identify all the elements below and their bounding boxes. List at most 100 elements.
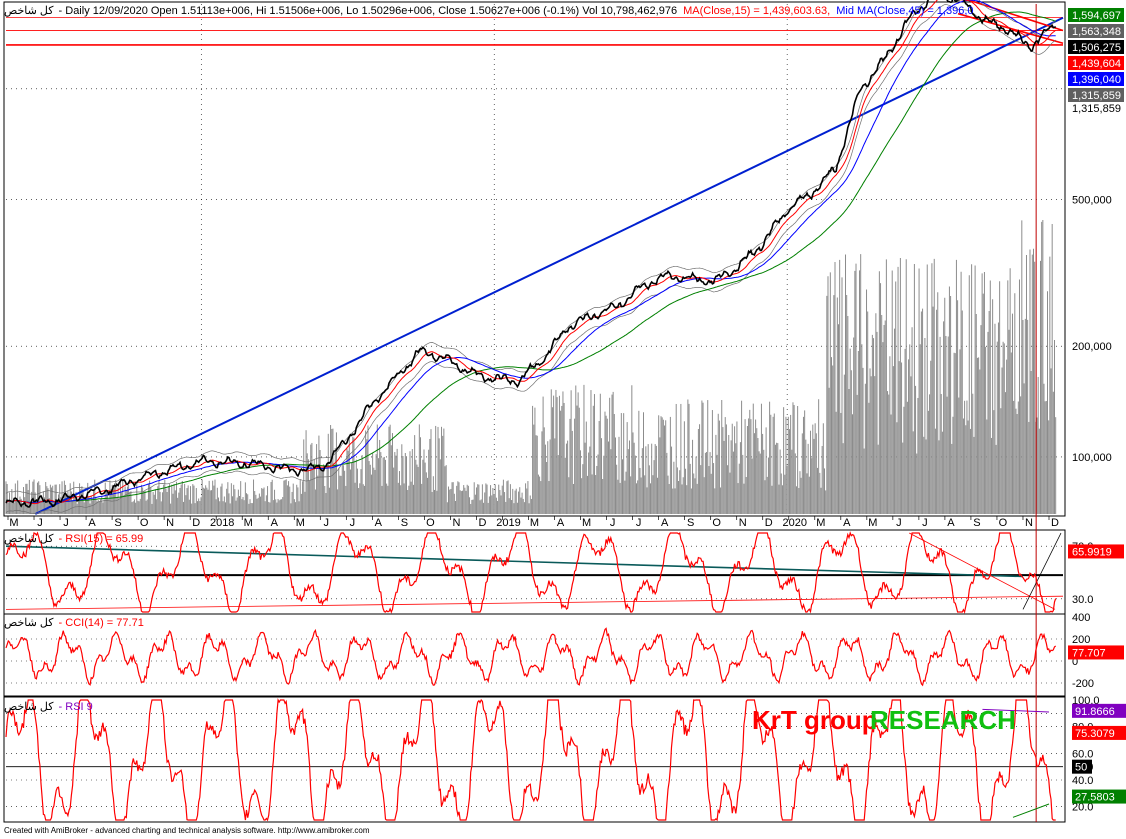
x-axis-label: A xyxy=(557,517,565,529)
channel-line-upper xyxy=(965,0,1064,32)
x-axis-label: A xyxy=(271,517,279,529)
price-panel-frame xyxy=(3,1,1066,517)
ohlc-readout: - Daily 12/09/2020 Open 1.51113e+006, Hi… xyxy=(59,5,678,17)
x-axis-label: O xyxy=(999,517,1008,529)
price-plain-label: 1,315,859 xyxy=(1072,103,1121,115)
watermark-research: RESEARCH xyxy=(870,705,1016,735)
x-axis-label: J xyxy=(610,517,616,529)
x-axis-label: J xyxy=(63,517,69,529)
price-tag-label: 1,439,604 xyxy=(1072,58,1121,70)
cci-axis-label: 200 xyxy=(1072,634,1090,646)
price-tag-label: 1,506,275 xyxy=(1072,42,1121,54)
x-axis-label: S xyxy=(114,517,121,529)
x-axis-label: O xyxy=(426,517,435,529)
ma45-readout: Mid MA(Close,45) = 1,396,0 xyxy=(836,5,973,17)
rsi9-title: کل شاخص - RSI 9 xyxy=(4,701,93,713)
x-axis-label: S xyxy=(973,517,980,529)
cci-title: کل شاخص - CCI(14) = 77.71 xyxy=(4,617,144,629)
price-axis-label: 500,000 xyxy=(1072,195,1112,207)
price-tag-box xyxy=(1068,88,1124,102)
price-tag-label: 1,315,859 xyxy=(1072,90,1121,102)
x-axis-label: M xyxy=(9,517,18,529)
x-axis-label: S xyxy=(687,517,694,529)
rsi9-tag-label: 75.3079 xyxy=(1075,728,1115,740)
rsi15-support xyxy=(5,595,1064,610)
x-axis-label: J xyxy=(37,517,43,529)
x-axis-label: N xyxy=(739,517,747,529)
rsi9-tag-box xyxy=(1072,789,1126,804)
x-axis-label: D xyxy=(1051,517,1059,529)
rsi9-tag-label: 91.8666 xyxy=(1075,706,1115,718)
x-axis-label: N xyxy=(1025,517,1033,529)
price-tag-label: 1,594,697 xyxy=(1072,10,1121,22)
cci-panel-frame xyxy=(3,613,1066,697)
rsi9-axis-label: 40.0 xyxy=(1072,775,1093,787)
volume-bars xyxy=(5,220,1057,514)
x-axis-label: J xyxy=(636,517,642,529)
x-axis-label: A xyxy=(661,517,669,529)
price-overlays xyxy=(5,0,1064,822)
trendline-blue xyxy=(34,16,1064,515)
x-axis-label: J xyxy=(896,517,902,529)
rsi9-tag-label: 27.5803 xyxy=(1075,792,1115,804)
x-axis-label: D xyxy=(192,517,200,529)
x-axis-label: S xyxy=(401,517,408,529)
price-tag-box xyxy=(1068,8,1124,22)
cci-axis-label: 400 xyxy=(1072,612,1090,624)
rsi15-axis-label: 30.0 xyxy=(1072,594,1093,606)
lower-band xyxy=(5,4,1056,514)
rsi15-line xyxy=(5,531,1057,614)
x-axis-label: M xyxy=(530,517,539,529)
x-axis-label: A xyxy=(843,517,851,529)
x-axis-label: N xyxy=(452,517,460,529)
rsi9-lower-trend xyxy=(1012,803,1050,818)
rsi9-axis-label: 20.0 xyxy=(1072,802,1093,814)
x-axis-label: O xyxy=(140,517,149,529)
price-series xyxy=(5,0,1057,514)
x-axis-label: A xyxy=(375,517,383,529)
rsi9-tag-box xyxy=(1072,703,1126,718)
footer-credit: Created with AmiBroker - advanced charti… xyxy=(4,826,370,835)
x-axis-label: M xyxy=(868,517,877,529)
x-axis-label: J xyxy=(324,517,330,529)
rsi9-tag-box xyxy=(1072,725,1126,740)
rsi9-tag-label: 50 xyxy=(1075,762,1087,774)
x-axis-label: N xyxy=(166,517,174,529)
ma45-line xyxy=(5,0,1056,504)
cci-axis-label: 0 xyxy=(1072,656,1078,668)
cci-tag-label: 77.707 xyxy=(1072,647,1106,659)
ma-long-line xyxy=(5,11,1056,504)
rsi15-up-trendline xyxy=(1022,532,1062,610)
x-axis-label: M xyxy=(244,517,253,529)
rsi9-tag-box xyxy=(1072,759,1092,774)
grid-layer xyxy=(6,4,1063,807)
close-price-line xyxy=(5,0,1057,508)
rsi15-trendline xyxy=(5,545,1024,578)
x-axis-label: M xyxy=(296,517,305,529)
x-axis-label: M xyxy=(816,517,825,529)
x-axis-label: O xyxy=(712,517,721,529)
price-tag-box xyxy=(1068,24,1124,38)
price-axis-label: 100,000 xyxy=(1072,452,1112,464)
price-tag-box xyxy=(1068,72,1124,86)
price-header: کل شاخص - Daily 12/09/2020 Open 1.51113e… xyxy=(4,5,974,17)
cci-axis-label: -200 xyxy=(1072,678,1094,690)
indicator-series xyxy=(5,531,1057,822)
rsi9-axis-label: 60.0 xyxy=(1072,748,1093,760)
x-axis-label: J xyxy=(922,517,928,529)
x-axis-label: 2019 xyxy=(496,517,520,529)
x-axis-label: 2018 xyxy=(210,517,234,529)
x-axis-label: A xyxy=(88,517,96,529)
rsi9-panel-frame xyxy=(3,696,1066,823)
price-tag-box xyxy=(1068,56,1124,70)
x-axis-label: A xyxy=(947,517,955,529)
watermark-krt-group: KrT group xyxy=(752,705,878,735)
rsi15-tag-label: 65.9919 xyxy=(1072,546,1112,558)
x-axis-label: D xyxy=(765,517,773,529)
ma15-readout: MA(Close,15) = 1,439,603.63, xyxy=(683,5,830,17)
x-axis-label: M xyxy=(582,517,591,529)
rsi15-title: کل شاخص - RSI(15) = 65.99 xyxy=(4,533,143,545)
cci-tag-box xyxy=(1068,645,1124,660)
rsi15-tag-box xyxy=(1068,544,1124,559)
